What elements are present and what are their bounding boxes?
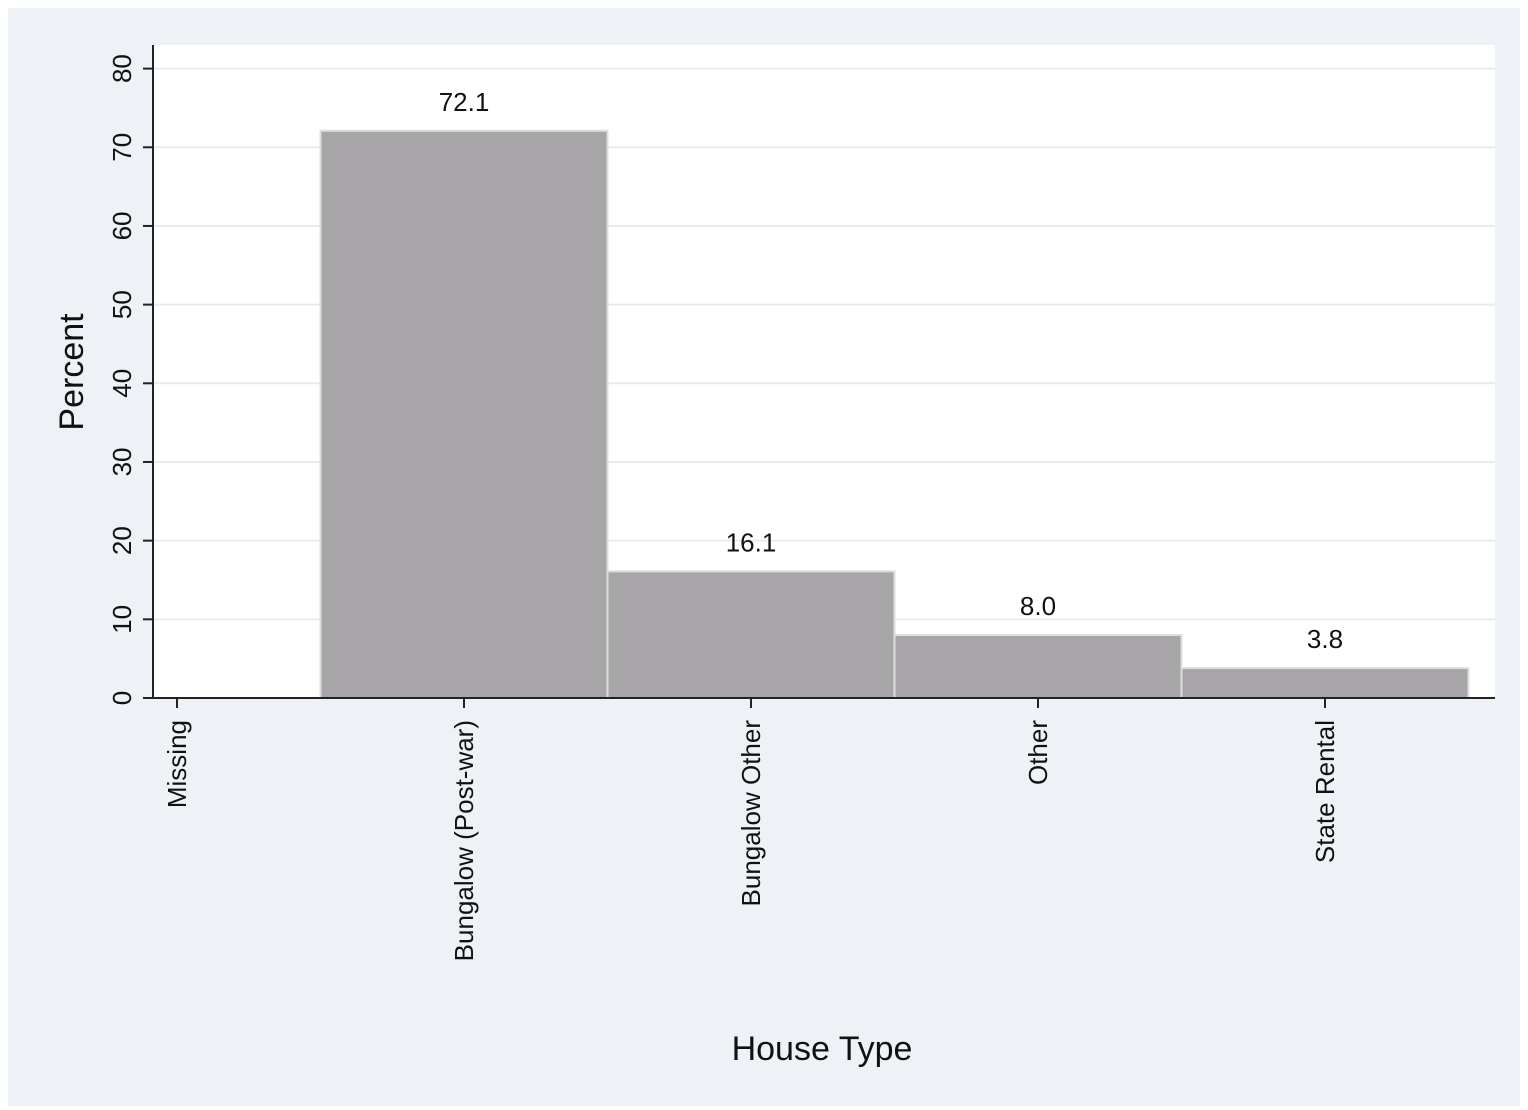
bar — [893, 634, 1183, 699]
x-axis-title: House Type — [732, 1030, 913, 1068]
y-tick-label: 10 — [107, 605, 137, 634]
y-tick-label: 80 — [107, 54, 137, 83]
y-tick-label: 50 — [107, 290, 137, 319]
y-axis-title: Percent — [53, 313, 91, 431]
x-tick-label: Bungalow (Post-war) — [449, 720, 479, 961]
bar — [319, 129, 609, 699]
x-tick-label: Other — [1023, 720, 1053, 785]
y-tick-label: 40 — [107, 369, 137, 398]
value-label: 72.1 — [439, 87, 490, 117]
y-tick-label: 20 — [107, 526, 137, 555]
bar — [606, 570, 896, 700]
y-tick-label: 0 — [107, 691, 137, 705]
x-tick-label: Bungalow Other — [736, 720, 766, 907]
y-tick-label: 70 — [107, 133, 137, 162]
value-label: 3.8 — [1307, 624, 1343, 654]
bar — [1180, 667, 1470, 700]
y-tick-label: 60 — [107, 211, 137, 240]
value-label: 8.0 — [1020, 591, 1056, 621]
y-tick-label: 30 — [107, 448, 137, 477]
x-tick-label: Missing — [162, 720, 192, 808]
x-tick-label: State Rental — [1310, 720, 1340, 863]
value-label: 16.1 — [726, 527, 777, 557]
